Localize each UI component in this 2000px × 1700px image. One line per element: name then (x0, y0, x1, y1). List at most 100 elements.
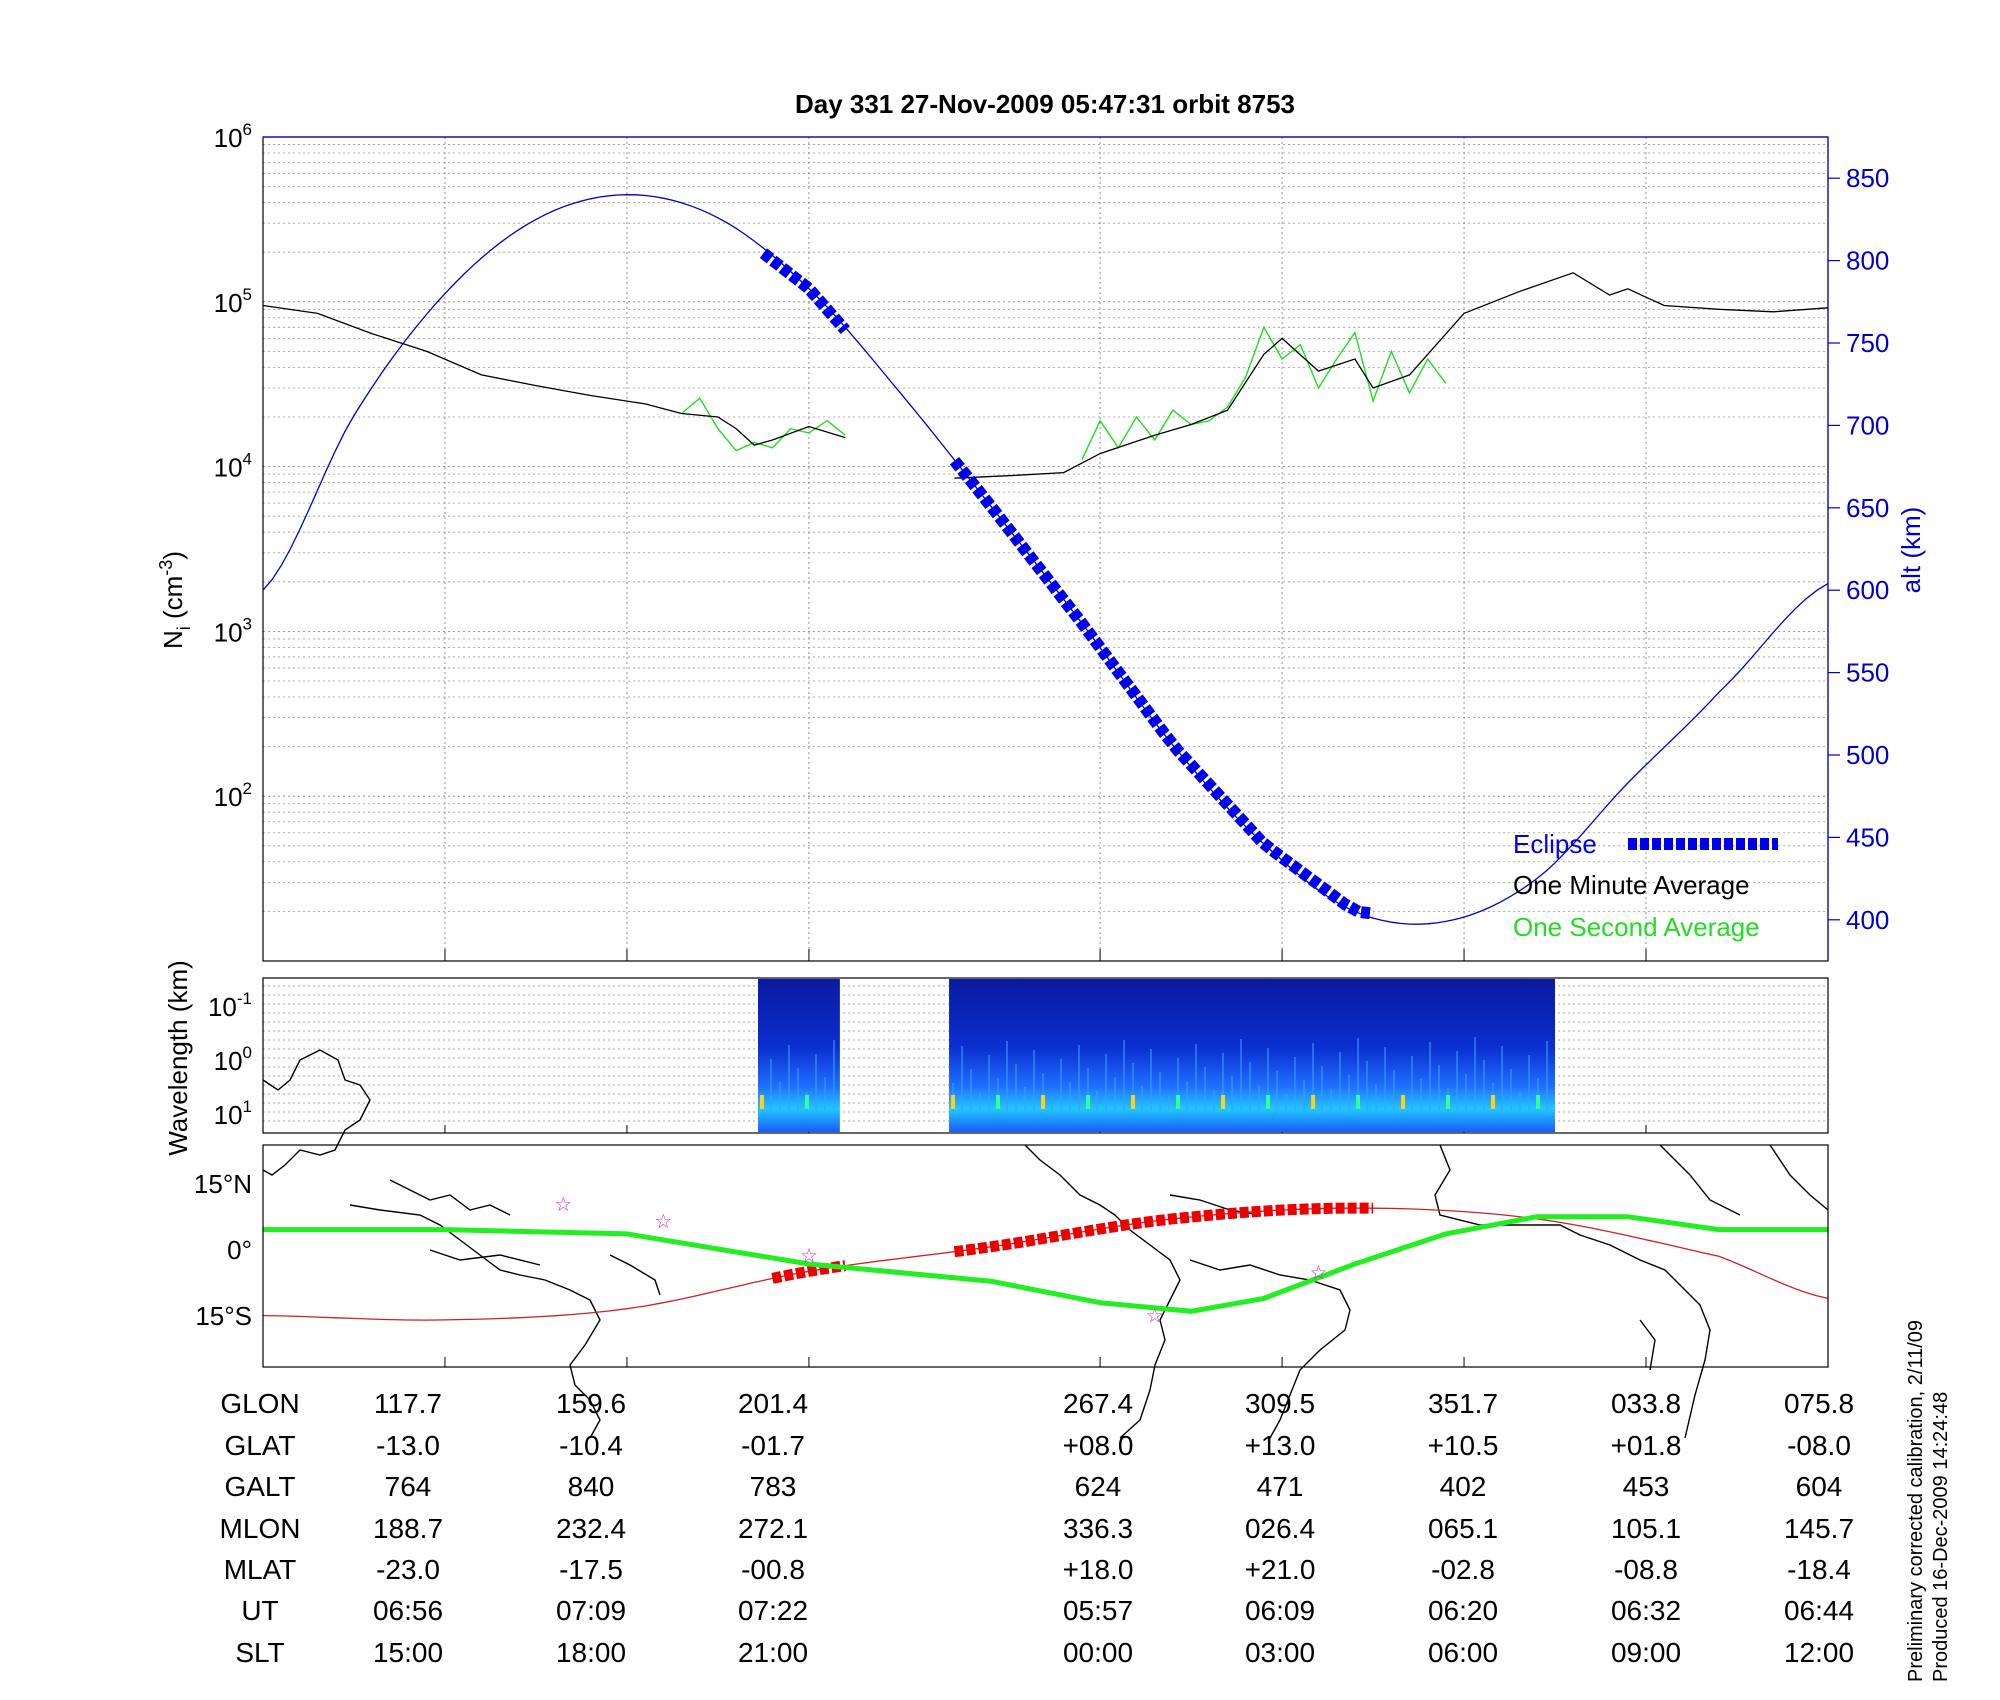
table-cell: 18:00 (555, 1637, 627, 1668)
table-cell: +10.5 (1427, 1430, 1499, 1461)
star-marker: ☆ (1146, 1304, 1164, 1328)
spectrogram-y-label: Wavelength (km) (163, 960, 193, 1156)
spectrogram-y-tick-label: 101 (214, 1097, 252, 1130)
density-grid (263, 137, 1828, 1367)
table-cell: 336.3 (1062, 1513, 1134, 1544)
table-cell: 06:20 (1427, 1595, 1499, 1626)
table-cell: 06:32 (1610, 1595, 1682, 1626)
table-row-label: GLAT (224, 1430, 296, 1461)
table-cell: 06:00 (1427, 1637, 1499, 1668)
table-cell: -23.0 (376, 1554, 440, 1585)
map-frame (262, 1144, 1829, 1368)
spectrogram-hotspot (1446, 1095, 1451, 1109)
legend-one-second-label: One Second Average (1513, 912, 1760, 942)
table-cell: 065.1 (1427, 1513, 1499, 1544)
table-cell: 604 (1795, 1471, 1843, 1502)
table-cell: -01.7 (741, 1430, 805, 1461)
spectrogram-hotspot (1266, 1095, 1271, 1109)
table-cell: 03:00 (1244, 1637, 1316, 1668)
table-cell: 188.7 (372, 1513, 444, 1544)
spectrogram-hotspot (1086, 1095, 1091, 1109)
spectrogram-hotspot (1131, 1095, 1136, 1109)
table-cell: 21:00 (737, 1637, 809, 1668)
density-y-tick-label: 105 (214, 285, 252, 318)
altitude-y-ticks: 400 450 500 550 600 650 700 750 800 850 (1828, 163, 1889, 935)
spectrogram-frame (262, 977, 1829, 1134)
table-row-label: SLT (235, 1637, 285, 1668)
table-cell: 840 (567, 1471, 615, 1502)
table-cell: -10.4 (559, 1430, 623, 1461)
density-y-ticks: 102 103 104 105 106 (214, 120, 252, 812)
table-cell: +18.0 (1062, 1554, 1134, 1585)
table-row-label: GALT (224, 1471, 296, 1502)
spectrogram-hotspot (804, 1095, 809, 1109)
table-cell: 764 (384, 1471, 432, 1502)
table-cell: 351.7 (1427, 1388, 1499, 1419)
table-cell: 033.8 (1610, 1388, 1682, 1419)
spectrogram-hotspot (1041, 1095, 1046, 1109)
table-cell: 402 (1439, 1471, 1487, 1502)
map-eclipse-segment (953, 1202, 1374, 1258)
table-cell: -08.8 (1614, 1554, 1678, 1585)
spectrogram-y-tick-label: 10-1 (208, 989, 252, 1022)
coastline-arabia (1659, 1144, 1741, 1216)
star-marker: ☆ (654, 1209, 672, 1233)
coastline-south-america (1189, 1259, 1351, 1439)
altitude-tick-label: 700 (1846, 410, 1889, 440)
legend-one-minute-label: One Minute Average (1513, 870, 1750, 900)
spectrogram-blocks (757, 979, 1556, 1132)
altitude-tick-label: 850 (1846, 163, 1889, 193)
produced-note: Produced 16-Dec-2009 14:24:48 (1930, 1391, 1952, 1682)
table-cell: -08.0 (1787, 1430, 1851, 1461)
coastline-india (1769, 1144, 1829, 1211)
density-series (262, 194, 1829, 925)
spectrogram-panel: 10-1 100 101 Wavelength (km) (163, 960, 1829, 1156)
table-cell: 624 (1074, 1471, 1122, 1502)
spectrogram-hotspot (1356, 1095, 1361, 1109)
magnetic-equator-line (263, 1214, 1828, 1314)
table-cell: 232.4 (555, 1513, 627, 1544)
coastline-americas (1024, 1144, 1181, 1439)
star-marker: ☆ (554, 1192, 572, 1216)
spectrogram-y-tick-label: 100 (214, 1043, 252, 1076)
map-y-tick-label: 15°N (194, 1169, 252, 1199)
legend-eclipse-label: Eclipse (1513, 829, 1597, 859)
eclipse-segment (949, 456, 1374, 920)
spectrogram-hotspot (951, 1095, 956, 1109)
spectrogram-hotspot (1221, 1095, 1226, 1109)
table-cell: 00:00 (1062, 1637, 1134, 1668)
table-cell: +01.8 (1610, 1430, 1682, 1461)
altitude-tick-label: 500 (1846, 740, 1889, 770)
spectrogram-y-ticks: 10-1 100 101 (208, 989, 252, 1130)
altitude-tick-label: 550 (1846, 658, 1889, 688)
table-cell: -00.8 (741, 1554, 805, 1585)
altitude-tick-label: 600 (1846, 575, 1889, 605)
table-cell: +08.0 (1062, 1430, 1134, 1461)
altitude-tick-label: 450 (1846, 822, 1889, 852)
table-cell: -02.8 (1431, 1554, 1495, 1585)
altitude-tick-label: 750 (1846, 328, 1889, 358)
table-cell: +13.0 (1244, 1430, 1316, 1461)
table-cell: 06:44 (1783, 1595, 1855, 1626)
coastline-islands-a (349, 1204, 601, 1439)
spectrogram-hotspot (1536, 1095, 1541, 1109)
one-minute-average-line (954, 272, 1829, 479)
table-cell: -13.0 (376, 1430, 440, 1461)
map-y-tick-label: 0° (227, 1235, 252, 1265)
table-cell: 06:56 (372, 1595, 444, 1626)
table-cell: 075.8 (1783, 1388, 1855, 1419)
one-second-average-line (1081, 325, 1447, 461)
altitude-tick-label: 800 (1846, 246, 1889, 276)
spectrogram-block (949, 979, 1556, 1132)
satellite-track-line (262, 1207, 1829, 1321)
table-row-label: UT (241, 1595, 279, 1626)
table-cell: 07:22 (737, 1595, 809, 1626)
coastline-africa (1434, 1144, 1711, 1439)
altitude-tick-label: 400 (1846, 905, 1889, 935)
one-second-average-line (681, 397, 846, 452)
star-marker: ☆ (800, 1243, 818, 1267)
table-cell: 06:09 (1244, 1595, 1316, 1626)
table-cell: 12:00 (1783, 1637, 1855, 1668)
spectrogram-hotspot (1311, 1095, 1316, 1109)
